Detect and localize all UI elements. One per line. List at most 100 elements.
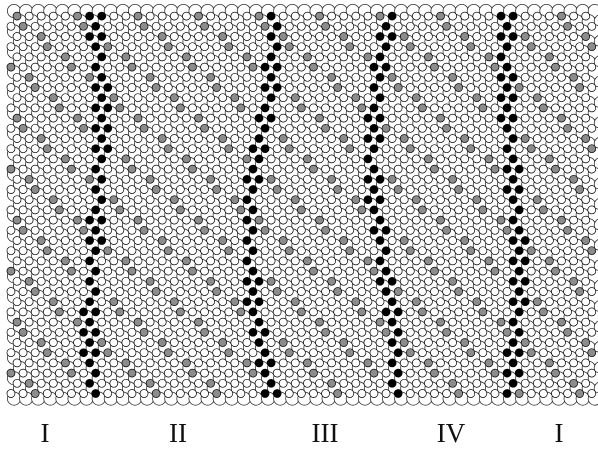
substitutional-atom [145,378,155,388]
substitutional-atom [393,83,403,92]
small-atom [345,103,355,113]
small-atom [569,154,578,164]
substitutional-atom [18,327,28,337]
small-atom [303,276,312,286]
small-atom [405,62,415,72]
small-atom [581,276,591,286]
small-atom [490,42,500,52]
small-atom [448,52,457,62]
small-atom [575,246,585,256]
small-atom [290,338,300,347]
small-atom [539,327,548,337]
substitutional-atom [587,246,597,256]
small-atom [466,327,476,337]
boundary-atom [248,225,258,235]
small-atom [30,266,40,276]
boundary-atom [387,276,397,286]
small-atom [121,113,131,123]
small-atom [176,123,185,133]
substitutional-atom [411,297,421,307]
small-atom [182,72,191,82]
small-atom [496,297,506,307]
substitutional-atom [563,327,572,337]
boundary-atom [381,287,391,296]
substitutional-atom [436,215,445,225]
boundary-atom [266,113,276,123]
small-atom [297,389,306,398]
small-atom [339,297,349,307]
small-atom [333,368,343,378]
small-atom [169,215,179,225]
small-atom [24,215,34,225]
small-atom [151,123,161,133]
small-atom [24,113,34,123]
small-atom [284,164,294,174]
small-atom [442,266,451,276]
substitutional-atom [121,256,131,266]
small-atom [218,195,228,205]
boundary-atom [79,348,88,358]
substitutional-atom [127,368,137,378]
small-atom [545,134,554,143]
small-atom [176,164,185,174]
small-atom [18,348,28,358]
small-atom [248,348,258,358]
small-atom [151,266,161,276]
small-atom [42,83,52,92]
boundary-atom [393,368,403,378]
substitutional-atom [587,348,597,358]
small-atom [73,134,82,143]
small-atom [212,307,222,317]
substitutional-atom [109,195,119,205]
small-atom [169,358,179,368]
boundary-atom [91,389,101,398]
small-atom [212,42,222,52]
small-atom [454,327,464,337]
small-atom [194,52,203,62]
substitutional-atom [363,256,373,266]
small-atom [321,103,330,113]
small-atom [430,225,439,235]
small-atom [569,93,578,103]
small-atom [405,205,415,215]
substitutional-atom [188,368,197,378]
small-atom [357,185,367,194]
small-atom [587,287,597,296]
substitutional-atom [581,32,591,41]
small-atom [526,185,536,194]
small-atom [206,297,215,307]
small-atom [539,348,548,358]
small-atom [532,256,542,266]
small-atom [85,154,94,164]
small-atom [212,327,222,337]
small-atom [436,93,445,103]
small-atom [42,307,52,317]
small-atom [563,307,572,317]
small-atom [454,205,464,215]
boundary-atom [85,256,94,266]
small-atom [127,123,137,133]
substitutional-atom [345,246,355,256]
small-atom [424,32,433,41]
small-atom [6,327,16,337]
small-atom [73,338,82,347]
small-atom [73,32,82,41]
small-atom [278,358,288,368]
small-atom [24,338,34,347]
small-atom [545,215,554,225]
substitutional-atom [206,72,215,82]
small-atom [448,195,457,205]
small-atom [224,205,234,215]
small-atom [430,21,439,31]
substitutional-atom [575,287,585,296]
small-atom [315,32,324,41]
small-atom [399,113,409,123]
small-atom [587,389,597,398]
small-atom [393,123,403,133]
small-atom [557,236,566,245]
small-atom [418,368,427,378]
small-atom [575,164,585,174]
small-atom [484,338,494,347]
small-atom [67,185,76,194]
small-atom [200,389,209,398]
